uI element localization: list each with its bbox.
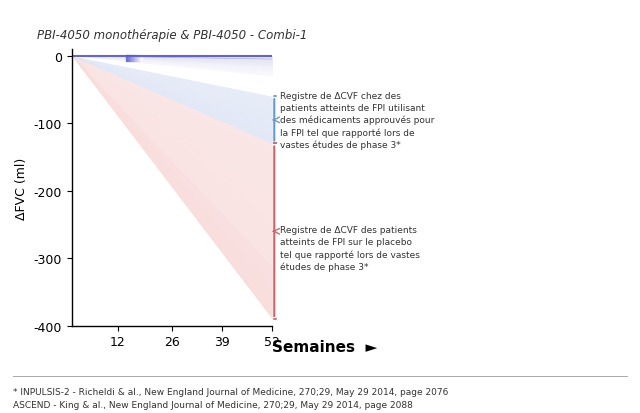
Text: ASCEND - King & al., New England Journal of Medicine, 270;29, May 29 2014, page : ASCEND - King & al., New England Journal… xyxy=(13,400,413,409)
Bar xyxy=(136,55,137,62)
Bar xyxy=(137,55,138,62)
Bar xyxy=(133,55,134,62)
Bar xyxy=(128,55,129,62)
Text: * INPULSIS-2 - Richeldi & al., New England Journal of Medicine, 270;29, May 29 2: * INPULSIS-2 - Richeldi & al., New Engla… xyxy=(13,387,448,396)
Bar xyxy=(130,55,131,62)
Bar xyxy=(139,55,140,62)
Text: Registre de ΔCVF chez des
patients atteints de FPI utilisant
des médicaments app: Registre de ΔCVF chez des patients attei… xyxy=(280,92,435,150)
Bar xyxy=(138,55,139,62)
Bar xyxy=(127,55,128,62)
Bar xyxy=(141,55,142,62)
Bar xyxy=(126,55,127,62)
Bar xyxy=(129,55,130,62)
Text: Registre de ΔCVF des patients
atteints de FPI sur le placebo
tel que rapporté lo: Registre de ΔCVF des patients atteints d… xyxy=(280,225,420,271)
Bar xyxy=(140,55,141,62)
Y-axis label: ΔFVC (ml): ΔFVC (ml) xyxy=(15,157,28,219)
Bar xyxy=(132,55,133,62)
Text: PBI-4050 monothérapie & PBI-4050 - Combi-1: PBI-4050 monothérapie & PBI-4050 - Combi… xyxy=(37,28,307,42)
Text: Semaines  ►: Semaines ► xyxy=(273,339,378,354)
Bar xyxy=(134,55,136,62)
Bar xyxy=(131,55,132,62)
